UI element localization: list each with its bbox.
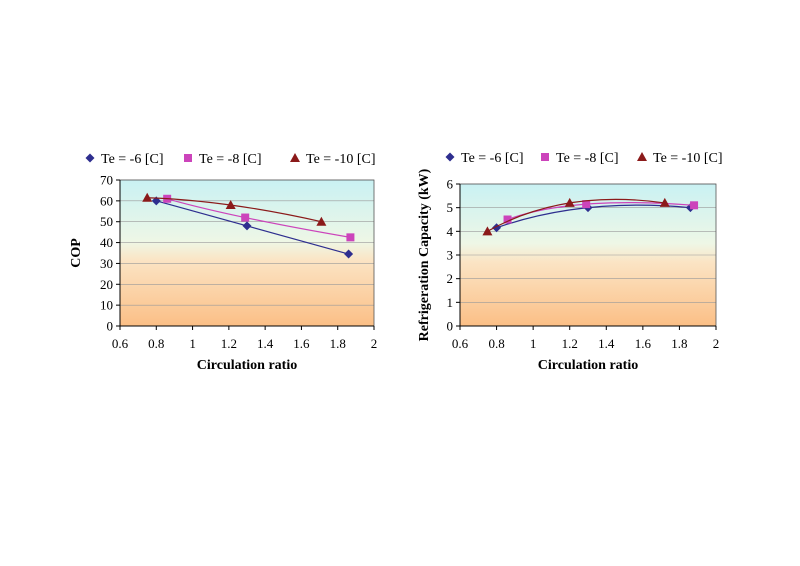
series-1-point [241,213,250,222]
y-tick-label: 70 [100,173,113,188]
y-tick-label: 1 [447,295,454,310]
x-tick-label: 2 [713,336,720,351]
x-tick-label: 1.4 [598,336,615,351]
series-2-point [659,197,670,207]
series-1-point [503,215,512,224]
series-2-point [482,226,493,236]
y-tick-label: 2 [447,271,454,286]
y-tick-label: 0 [107,319,114,334]
x-tick-label: 0.8 [148,336,164,351]
series-2-point [142,192,153,202]
x-tick-label: 1.2 [221,336,237,351]
y-axis-title: Refrigeration Capacity (kW) [417,168,432,341]
y-tick-label: 50 [100,214,113,229]
y-tick-label: 6 [447,177,454,192]
legend-marker [445,152,455,162]
legend-marker [85,153,95,163]
x-tick-label: 0.6 [452,336,469,351]
y-tick-label: 60 [100,193,113,208]
x-tick-label: 0.8 [488,336,504,351]
x-tick-label: 1 [189,336,196,351]
x-tick-label: 1.4 [257,336,274,351]
x-axis-title: Circulation ratio [538,358,638,373]
y-tick-label: 10 [100,298,113,313]
y-tick-label: 5 [447,200,454,215]
series-2-point [225,200,236,210]
series-0-point [344,249,354,259]
x-tick-label: 1 [530,336,537,351]
legend-label: Te = -6 [C] [461,151,524,166]
legend-label: Te = -10 [C] [653,151,723,166]
legend-marker [290,153,300,162]
plot-area [120,180,374,326]
x-tick-label: 1.6 [635,336,652,351]
legend-label: Te = -8 [C] [556,151,619,166]
series-1-point [690,201,699,210]
y-tick-label: 3 [447,248,454,263]
x-tick-label: 2 [371,336,378,351]
x-tick-label: 1.8 [330,336,346,351]
legend-marker [541,153,549,161]
series-1-point [346,233,355,242]
legend-label: Te = -10 [C] [306,152,376,167]
x-tick-label: 1.8 [671,336,687,351]
legend-marker [637,152,647,161]
series-2-point [564,197,575,207]
series-0-point [242,221,252,231]
x-tick-label: 1.2 [562,336,578,351]
legend-label: Te = -6 [C] [101,152,164,167]
y-tick-label: 30 [100,256,113,271]
y-tick-label: 20 [100,277,113,292]
legend-marker [184,154,192,162]
y-tick-label: 40 [100,235,113,250]
x-tick-label: 1.6 [293,336,310,351]
y-tick-label: 0 [447,319,454,334]
series-1-point [582,200,591,209]
cop-chart: 0 10 20 30 40 50 60 70 0.6 0.8 1 1.2 1.4 1.6 1.8 2 Circu… [69,152,377,373]
refrigeration-capacity-chart: 0 1 2 3 4 5 6 0.6 0.8 1 1.2 1.4 1.6 1.8 2 Circulation r… [417,151,723,373]
y-tick-label: 4 [447,224,454,239]
y-axis-title: COP [69,238,84,268]
legend-label: Te = -8 [C] [199,152,262,167]
x-tick-label: 0.6 [112,336,129,351]
series-2-point [316,216,327,226]
x-axis-title: Circulation ratio [197,358,297,373]
